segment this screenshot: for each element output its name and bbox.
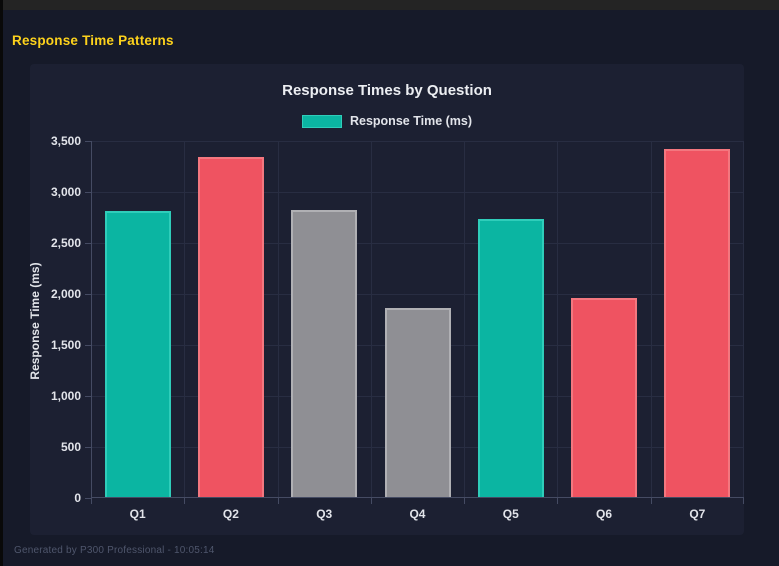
y-tick-mark — [85, 140, 91, 142]
bar-q6[interactable] — [571, 298, 637, 497]
gridline-vertical — [370, 141, 372, 498]
bar-q3[interactable] — [291, 210, 357, 497]
window-left-edge — [0, 0, 3, 566]
y-tick-mark — [85, 395, 91, 397]
gridline-vertical — [743, 141, 744, 498]
page-title: Response Time Patterns — [12, 33, 174, 48]
gridline-vertical — [463, 141, 465, 498]
x-tick-label: Q1 — [129, 507, 146, 521]
x-tick-mark — [743, 498, 744, 504]
x-tick-mark — [183, 498, 185, 504]
gridline-vertical — [277, 141, 279, 498]
window-top-strip — [0, 0, 779, 10]
chart-title: Response Times by Question — [282, 82, 492, 99]
x-tick-label: Q5 — [502, 507, 519, 521]
gridline-vertical — [650, 141, 652, 498]
x-tick-label: Q3 — [316, 507, 333, 521]
y-tick-mark — [85, 344, 91, 346]
gridline-horizontal — [91, 140, 744, 142]
x-axis-line — [91, 497, 744, 498]
y-axis-line — [91, 141, 92, 498]
y-tick-label: 2,000 — [50, 287, 81, 301]
y-tick-label: 0 — [74, 491, 81, 505]
plot-area: Q1 Q2 Q3 Q4 Q5 Q6 Q7 — [85, 140, 744, 521]
gridline-horizontal — [91, 242, 744, 244]
x-tick-mark — [277, 498, 279, 504]
x-tick-mark — [463, 498, 465, 504]
y-tick-mark — [85, 446, 91, 448]
bar-q5[interactable] — [478, 219, 544, 497]
y-tick-mark — [85, 242, 91, 244]
y-tick-label: 1,500 — [50, 338, 81, 352]
bar-q2[interactable] — [198, 157, 264, 497]
y-tick-label: 3,000 — [50, 185, 81, 199]
gridline-vertical — [183, 141, 185, 498]
bar-q1[interactable] — [105, 211, 171, 497]
x-tick-mark — [556, 498, 558, 504]
x-tick-label: Q7 — [689, 507, 706, 521]
bar-q7[interactable] — [664, 149, 730, 497]
x-tick-mark — [650, 498, 652, 504]
y-tick-label: 1,000 — [50, 389, 81, 403]
gridline-horizontal — [91, 191, 744, 193]
y-tick-label: 3,500 — [50, 134, 81, 148]
gridline-vertical — [556, 141, 558, 498]
y-tick-label: 2,500 — [50, 236, 81, 250]
x-tick-mark — [90, 498, 92, 504]
legend-swatch-icon — [301, 114, 342, 128]
y-tick-mark — [85, 497, 91, 499]
legend-item-response-time[interactable]: Response Time (ms) — [301, 114, 473, 128]
x-tick-label: Q2 — [222, 507, 239, 521]
chart-card: Response Times by Question Response Time… — [28, 64, 744, 535]
y-tick-mark — [85, 191, 91, 193]
legend-label: Response Time (ms) — [349, 114, 473, 128]
footer-note: Generated by P300 Professional - 10:05:1… — [14, 545, 215, 556]
x-tick-label: Q6 — [596, 507, 613, 521]
y-tick-mark — [85, 293, 91, 295]
x-tick-mark — [370, 498, 372, 504]
chart-legend: Response Time (ms) — [30, 114, 744, 128]
x-tick-label: Q4 — [409, 507, 426, 521]
gridline-horizontal — [91, 293, 744, 295]
y-tick-label: 500 — [60, 440, 81, 454]
bar-q4[interactable] — [385, 308, 451, 497]
